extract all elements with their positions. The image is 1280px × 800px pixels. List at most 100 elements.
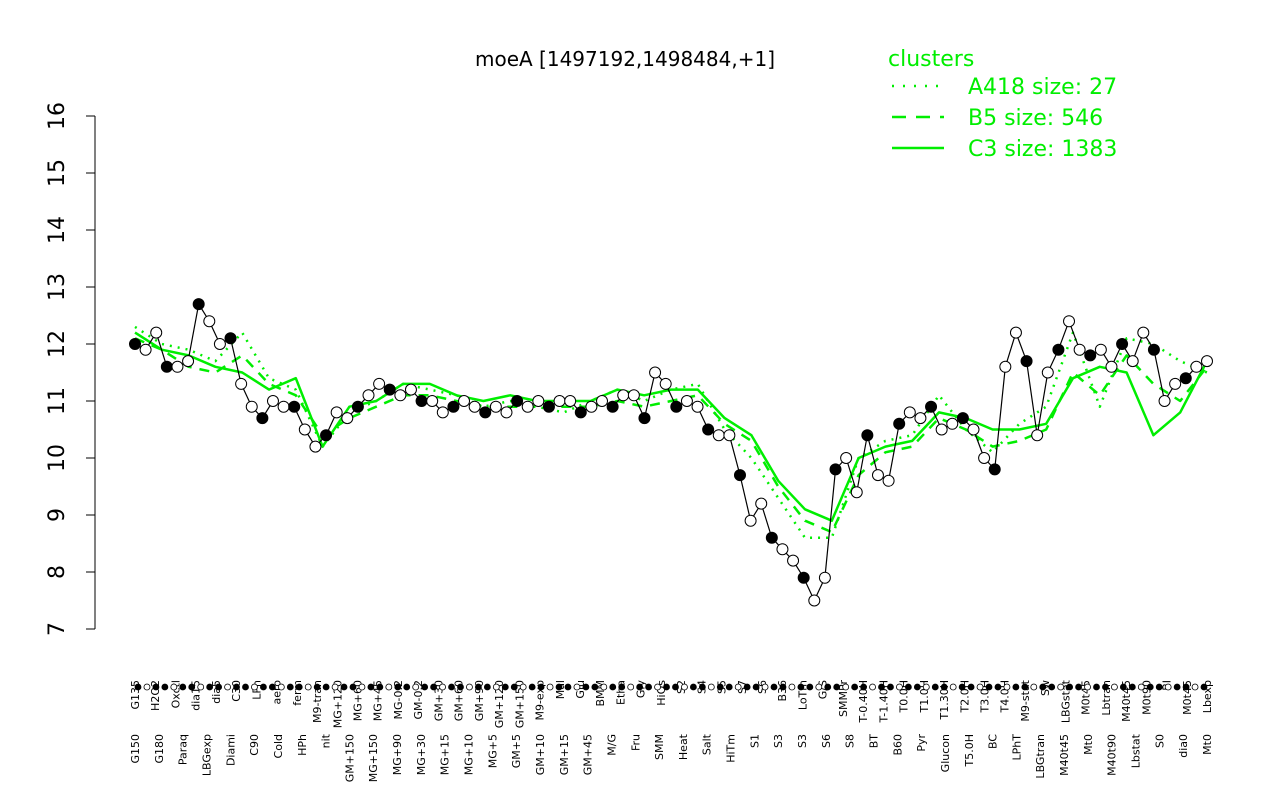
- data-point: [235, 377, 248, 390]
- data-point: [213, 338, 226, 350]
- x-tick-label-lower: LPhT: [1010, 734, 1023, 761]
- data-point: [1179, 372, 1192, 385]
- x-tick-marker: [1021, 683, 1029, 691]
- cluster-line-3: [134, 331, 1209, 522]
- x-tick-marker: [224, 683, 231, 691]
- x-tick-label-lower: MG+90: [391, 734, 404, 775]
- x-tick-marker: [689, 683, 697, 691]
- x-tick-label-upper: C30: [230, 680, 243, 702]
- data-point: [404, 383, 417, 396]
- x-tick-marker: [1128, 683, 1136, 691]
- x-tick-label-lower: MG+30: [415, 734, 428, 775]
- data-point: [468, 400, 481, 413]
- x-tick-label-lower: BT: [867, 734, 880, 749]
- x-tick-label-lower: S3: [772, 734, 785, 748]
- cluster-line-1: [134, 325, 1208, 540]
- data-point: [1105, 360, 1118, 373]
- x-tick-marker: [170, 683, 178, 691]
- x-tick-marker: [242, 683, 249, 691]
- x-tick-label-lower: MG+15: [439, 734, 452, 775]
- x-tick-marker: [492, 683, 500, 691]
- x-tick-marker: [268, 683, 276, 691]
- data-point: [330, 406, 343, 419]
- data-point: [882, 474, 895, 487]
- x-tick-marker: [1084, 683, 1091, 691]
- data-point: [840, 452, 853, 464]
- x-tick-marker: [385, 683, 393, 691]
- x-tick-marker: [994, 683, 1002, 691]
- data-point: [266, 395, 279, 407]
- x-tick-label-lower: S0: [1153, 734, 1166, 748]
- y-tick-label: 10: [45, 444, 70, 472]
- x-tick-label-lower: S3: [796, 734, 809, 748]
- data-point: [511, 395, 524, 407]
- data-point: [755, 497, 768, 510]
- x-tick-label-lower: S8: [844, 734, 857, 748]
- x-tick-marker: [1075, 683, 1082, 691]
- data-point: [596, 395, 609, 407]
- x-tick-marker: [1048, 683, 1056, 691]
- x-tick-label-lower: nit: [320, 733, 333, 748]
- data-point: [256, 412, 269, 425]
- x-tick-label-upper: aero: [271, 680, 284, 705]
- data-point: [638, 412, 651, 425]
- x-tick-marker: [958, 683, 966, 691]
- x-tick-label-lower: M/G: [605, 734, 618, 756]
- x-tick-marker: [1119, 683, 1127, 691]
- data-point: [458, 395, 471, 407]
- x-tick-marker: [403, 683, 411, 691]
- x-tick-marker: [1155, 683, 1163, 691]
- x-tick-marker: [277, 683, 285, 691]
- x-tick-label-lower: S6: [820, 734, 833, 748]
- x-tick-marker: [1012, 683, 1020, 691]
- x-tick-marker: [251, 683, 258, 691]
- x-tick-marker: [313, 683, 321, 691]
- data-point: [394, 389, 407, 402]
- x-tick-marker: [1164, 683, 1172, 691]
- series-layer: [134, 303, 1209, 602]
- x-tick-label-lower: MG+5: [486, 734, 499, 768]
- data-point: [627, 389, 640, 402]
- expression-profile-line: [134, 303, 1208, 602]
- data-point: [1147, 343, 1160, 356]
- data-point: [744, 514, 757, 527]
- data-point: [277, 400, 290, 413]
- x-tick-marker: [779, 683, 787, 691]
- x-tick-marker: [1057, 683, 1065, 691]
- x-tick-label-lower: LBGtran: [1034, 734, 1047, 779]
- x-tick-marker: [1039, 683, 1047, 691]
- data-point: [903, 406, 916, 419]
- x-tick-marker: [851, 683, 859, 691]
- y-tick-label: 8: [45, 565, 70, 579]
- x-tick-marker: [179, 683, 187, 691]
- legend-label-2: B5 size: 546: [968, 106, 1103, 131]
- data-point: [829, 463, 842, 476]
- data-point: [224, 332, 237, 345]
- x-tick-label-upper: GM+120: [493, 680, 506, 728]
- data-point: [925, 400, 938, 413]
- data-point: [341, 412, 354, 425]
- x-tick-label-lower: GM+45: [582, 734, 595, 775]
- data-point: [946, 417, 959, 430]
- x-tick-marker: [681, 683, 688, 691]
- x-tick-marker: [1146, 683, 1154, 691]
- x-tick-marker: [152, 683, 160, 691]
- x-tick-label-upper: GM+150: [513, 680, 526, 728]
- x-tick-label-lower: GM+150: [343, 734, 356, 782]
- x-tick-marker: [582, 683, 590, 691]
- data-point: [967, 423, 980, 436]
- x-tick-label-upper: HiOs: [655, 680, 668, 706]
- x-axis-labels: G135 H2O2 Oxctl dia15 dia5 C30 LPh aero ferm M9-t…: [129, 679, 1214, 782]
- x-tick-label-lower: S1: [748, 734, 761, 748]
- data-point: [1052, 343, 1065, 356]
- x-tick-label-upper: dia5: [210, 680, 223, 704]
- x-tick-marker: [824, 683, 832, 691]
- data-point: [733, 469, 746, 482]
- data-point: [1137, 326, 1150, 339]
- x-tick-marker: [600, 683, 608, 691]
- x-tick-label-upper: M9-tran: [311, 680, 324, 723]
- data-point: [893, 417, 906, 430]
- x-tick-marker: [806, 683, 814, 691]
- x-tick-marker: [206, 683, 214, 691]
- data-point: [553, 395, 566, 407]
